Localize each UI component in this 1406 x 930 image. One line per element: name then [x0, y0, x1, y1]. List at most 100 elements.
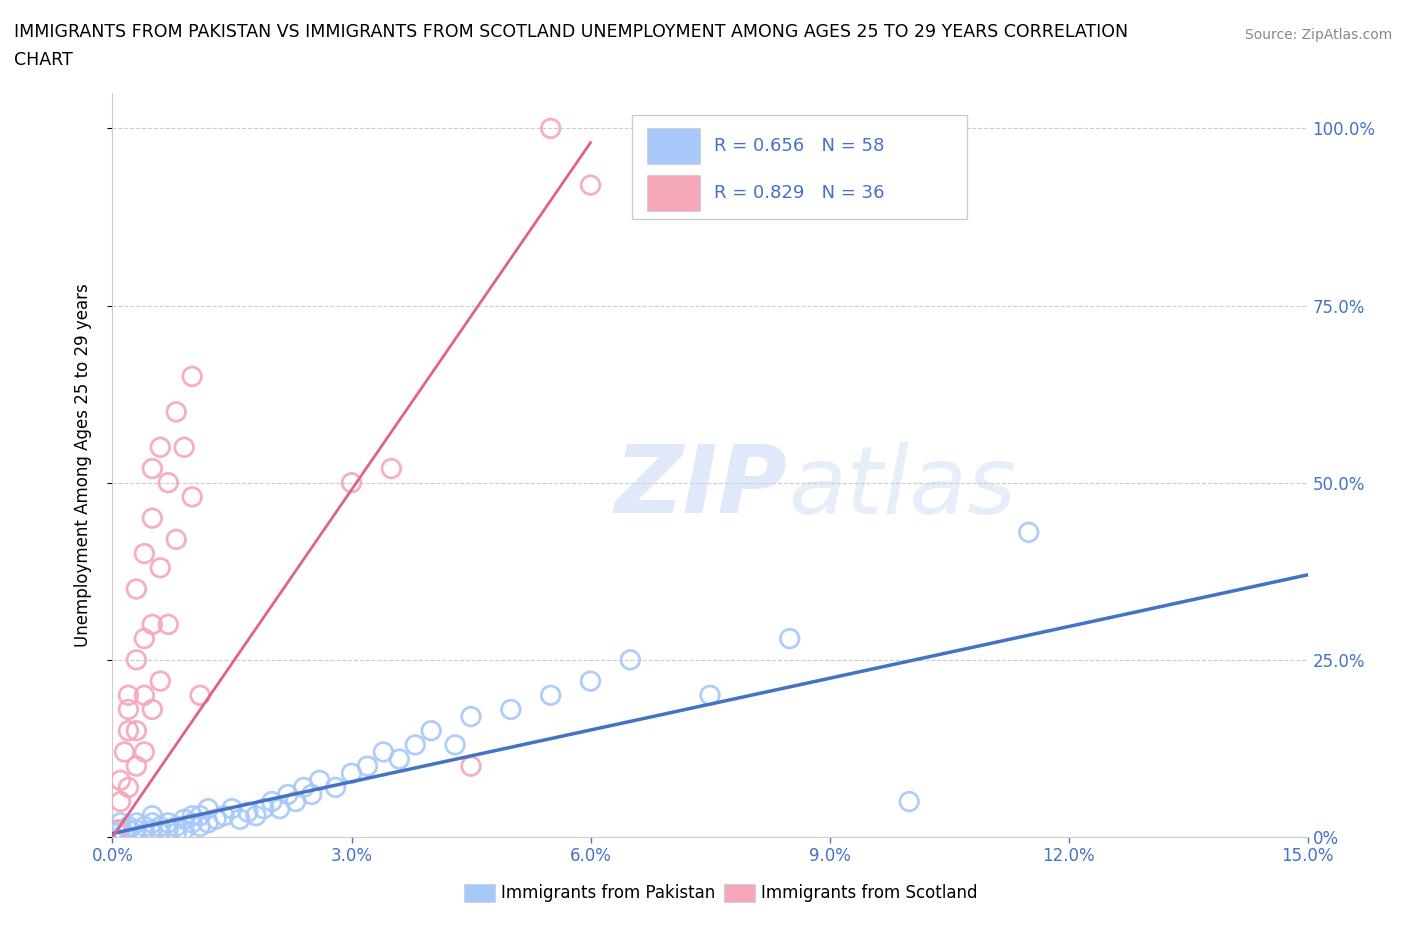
FancyBboxPatch shape — [633, 115, 967, 219]
Point — [141, 461, 163, 476]
Point — [181, 369, 204, 384]
Point — [149, 826, 172, 841]
Point — [114, 745, 135, 760]
Point — [404, 737, 426, 752]
Text: R = 0.829   N = 36: R = 0.829 N = 36 — [714, 184, 884, 202]
Text: CHART: CHART — [14, 51, 73, 69]
Point — [149, 819, 172, 834]
Point — [134, 745, 156, 760]
Text: IMMIGRANTS FROM PAKISTAN VS IMMIGRANTS FROM SCOTLAND UNEMPLOYMENT AMONG AGES 25 : IMMIGRANTS FROM PAKISTAN VS IMMIGRANTS F… — [14, 23, 1128, 41]
Text: atlas: atlas — [787, 442, 1017, 533]
Point — [141, 702, 163, 717]
Point — [117, 780, 139, 795]
Point — [540, 121, 562, 136]
Point — [212, 808, 235, 823]
Point — [181, 816, 204, 830]
Point — [165, 826, 187, 841]
Point — [579, 178, 602, 193]
Point — [245, 808, 267, 823]
Point — [134, 819, 156, 834]
Point — [110, 822, 132, 837]
Point — [221, 802, 243, 817]
Point — [205, 812, 228, 827]
Point — [134, 631, 156, 646]
Point — [110, 794, 132, 809]
Point — [141, 808, 163, 823]
Point — [197, 802, 219, 817]
Point — [380, 461, 402, 476]
Point — [269, 802, 291, 817]
Point — [284, 794, 307, 809]
Point — [134, 546, 156, 561]
Point — [420, 724, 443, 738]
Point — [173, 822, 195, 837]
Point — [141, 816, 163, 830]
Point — [253, 802, 276, 817]
Point — [125, 822, 148, 837]
Y-axis label: Unemployment Among Ages 25 to 29 years: Unemployment Among Ages 25 to 29 years — [73, 283, 91, 647]
Point — [141, 617, 163, 631]
Point — [325, 780, 347, 795]
Point — [260, 794, 283, 809]
Text: Immigrants from Scotland: Immigrants from Scotland — [761, 884, 977, 902]
Point — [165, 819, 187, 834]
Point — [141, 822, 163, 837]
Point — [301, 787, 323, 802]
Text: R = 0.656   N = 58: R = 0.656 N = 58 — [714, 137, 884, 154]
Point — [105, 822, 128, 837]
Point — [125, 816, 148, 830]
Point — [117, 822, 139, 837]
Point — [340, 475, 363, 490]
Point — [308, 773, 330, 788]
Text: ZIP: ZIP — [614, 442, 787, 533]
Point — [157, 617, 180, 631]
Point — [149, 440, 172, 455]
Point — [110, 773, 132, 788]
Point — [157, 822, 180, 837]
Point — [149, 673, 172, 688]
Point — [188, 819, 211, 834]
Point — [197, 816, 219, 830]
Point — [125, 724, 148, 738]
Point — [373, 745, 395, 760]
Point — [157, 816, 180, 830]
Point — [499, 702, 522, 717]
Point — [134, 826, 156, 841]
Point — [181, 489, 204, 504]
Point — [117, 688, 139, 703]
Point — [165, 532, 187, 547]
Point — [181, 808, 204, 823]
Point — [188, 808, 211, 823]
Point — [110, 816, 132, 830]
Point — [141, 511, 163, 525]
Point — [460, 759, 482, 774]
Point — [165, 405, 187, 419]
Point — [105, 826, 128, 841]
Point — [340, 765, 363, 780]
Point — [699, 688, 721, 703]
Point — [114, 826, 135, 841]
Point — [173, 440, 195, 455]
Point — [117, 724, 139, 738]
Point — [898, 794, 921, 809]
Point — [619, 653, 641, 668]
Point — [157, 475, 180, 490]
Text: Source: ZipAtlas.com: Source: ZipAtlas.com — [1244, 28, 1392, 42]
Point — [779, 631, 801, 646]
Point — [125, 759, 148, 774]
FancyBboxPatch shape — [647, 128, 700, 164]
Point — [173, 812, 195, 827]
Point — [125, 581, 148, 596]
Point — [356, 759, 378, 774]
Point — [117, 702, 139, 717]
Point — [388, 751, 411, 766]
FancyBboxPatch shape — [647, 175, 700, 210]
Point — [117, 819, 139, 834]
Point — [149, 560, 172, 575]
Point — [236, 804, 259, 819]
Point — [579, 673, 602, 688]
Point — [1018, 525, 1040, 539]
Point — [444, 737, 467, 752]
Point — [229, 812, 252, 827]
Point — [460, 709, 482, 724]
